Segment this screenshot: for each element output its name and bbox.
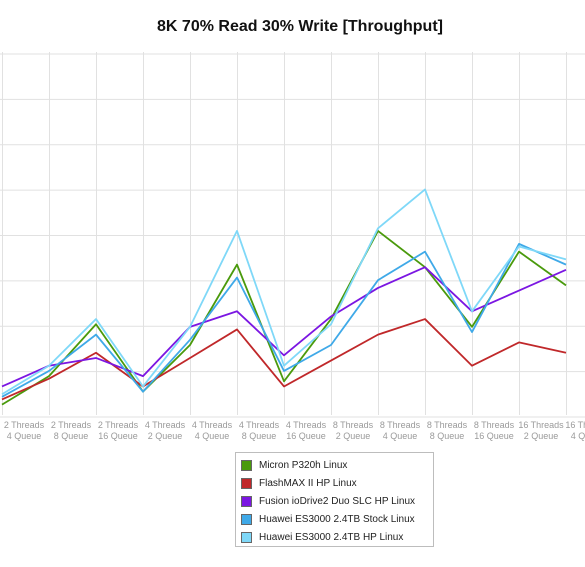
legend-item: Micron P320h Linux	[241, 456, 428, 474]
series-line-2	[1, 318, 567, 401]
x-tick-label: 4 Queue	[383, 431, 418, 441]
x-tick-label: 2 Queue	[336, 431, 371, 441]
legend-swatch	[241, 459, 252, 471]
legend-item: Fusion ioDrive2 Duo SLC HP Linux	[241, 492, 428, 510]
x-tick-label: 8 Threads	[474, 420, 515, 430]
x-tick-label: 2 Threads	[98, 420, 139, 430]
x-tick-label: 4 Queue	[195, 431, 230, 441]
legend-item: Huawei ES3000 2.4TB HP Linux	[241, 528, 428, 546]
x-tick-label: 8 Queue	[242, 431, 277, 441]
legend-item: Huawei ES3000 2.4TB Stock Linux	[241, 510, 428, 528]
x-tick-label: 4 Threads	[192, 420, 233, 430]
series-line-4	[1, 242, 567, 398]
legend-label: Fusion ioDrive2 Duo SLC HP Linux	[259, 495, 416, 507]
x-tick-label: 16 Queue	[474, 431, 514, 441]
legend-swatch	[241, 513, 252, 525]
legend-swatch	[241, 531, 252, 543]
x-tick-label: 8 Threads	[380, 420, 421, 430]
chart-title: 8K 70% Read 30% Write [Throughput]	[157, 18, 443, 35]
legend-label: Micron P320h Linux	[259, 459, 348, 471]
x-tick-label: 4 Queue	[7, 431, 42, 441]
legend: Micron P320h Linux FlashMAX II HP Linux Fu…	[235, 452, 434, 547]
legend-swatch	[241, 495, 252, 507]
x-tick-label: 2 Queue	[148, 431, 183, 441]
series-line-5	[1, 188, 567, 396]
legend-label: Huawei ES3000 2.4TB HP Linux	[259, 531, 404, 543]
x-tick-label: 4 Threads	[239, 420, 280, 430]
x-tick-label: 4 Queue	[571, 431, 585, 441]
x-tick-label: 4 Threads	[286, 420, 327, 430]
x-tick-label: 16 Queue	[98, 431, 138, 441]
legend-item: FlashMAX II HP Linux	[241, 474, 428, 492]
x-tick-label: 2 Queue	[524, 431, 559, 441]
x-tick-label: 2 Threads	[51, 420, 92, 430]
series-lines	[1, 188, 567, 406]
x-tick-label: 16 Queue	[286, 431, 326, 441]
x-tick-label: 4 Threads	[145, 420, 186, 430]
x-tick-label: 8 Queue	[430, 431, 465, 441]
x-tick-label: 2 Threads	[4, 420, 45, 430]
x-tick-label: 8 Threads	[427, 420, 468, 430]
series-line-1	[1, 230, 567, 406]
legend-swatch	[241, 477, 252, 489]
legend-label: Huawei ES3000 2.4TB Stock Linux	[259, 513, 415, 525]
x-tick-label: 16 Threads	[565, 420, 585, 430]
x-tick-label: 8 Threads	[333, 420, 374, 430]
grid	[0, 52, 585, 418]
legend-label: FlashMAX II HP Linux	[259, 477, 357, 489]
x-tick-label: 16 Threads	[518, 420, 564, 430]
x-tick-label: 8 Queue	[54, 431, 89, 441]
